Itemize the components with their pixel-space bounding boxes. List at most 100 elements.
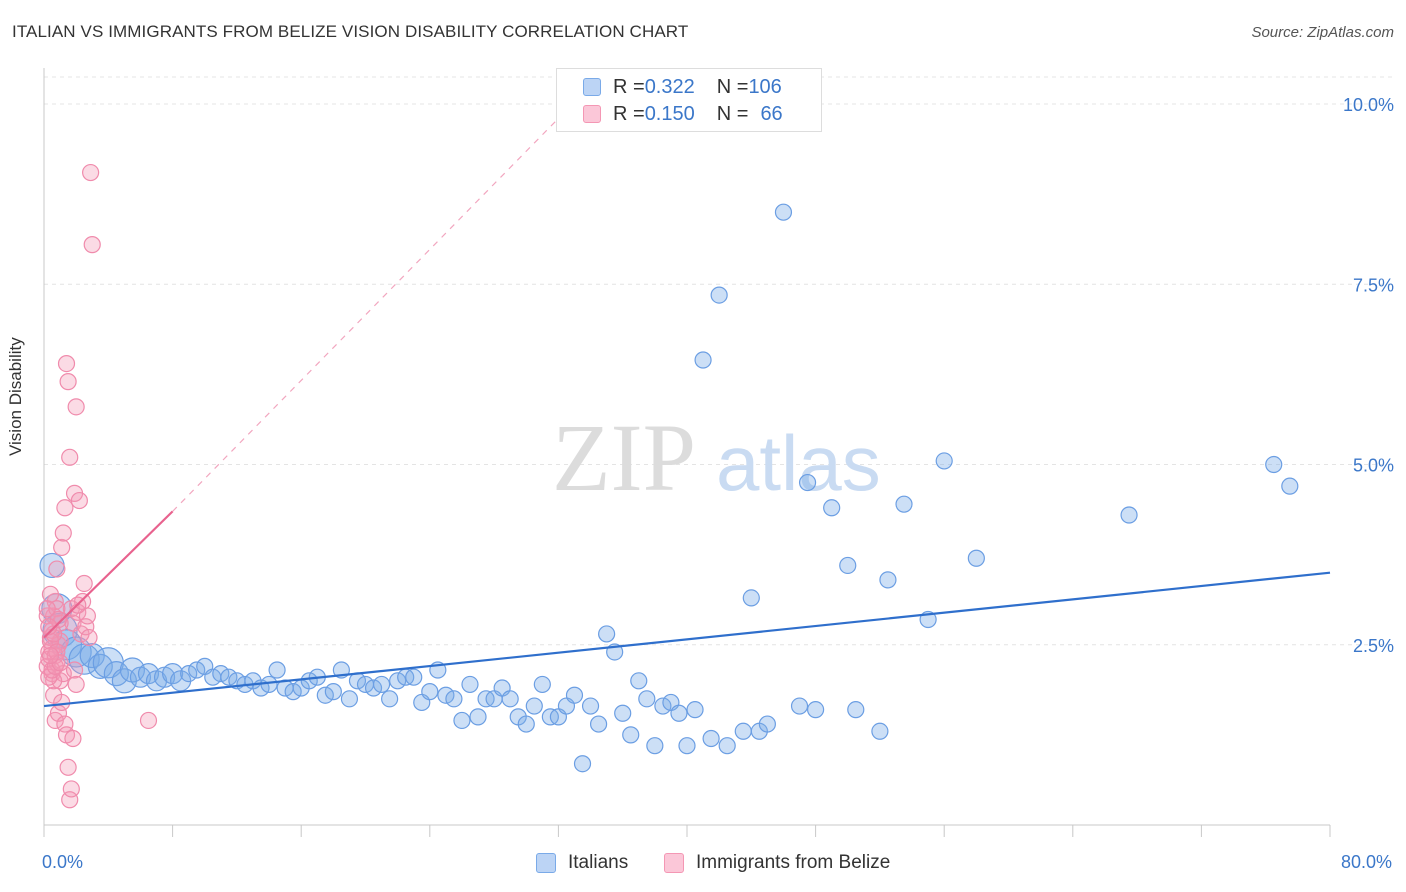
italians-point — [87, 653, 113, 679]
belize-point — [59, 373, 77, 391]
italians-point — [501, 690, 519, 708]
belize-point — [53, 693, 71, 712]
belize-point — [61, 448, 79, 466]
italians-point — [445, 690, 463, 708]
italians-point — [678, 737, 696, 755]
italians-point — [137, 662, 160, 685]
watermark: ZIP atlas — [552, 404, 881, 511]
italians-point — [533, 675, 551, 694]
watermark-zip: ZIP — [552, 404, 696, 511]
y-tick-label: 10.0% — [1343, 95, 1394, 115]
italians-point — [702, 729, 720, 748]
italians-point — [300, 672, 318, 690]
italians-point — [437, 686, 455, 704]
italians-point — [581, 697, 600, 715]
r-label: R = — [613, 75, 645, 98]
belize-point — [56, 499, 74, 517]
series-legend: Italians Immigrants from Belize — [0, 852, 1406, 876]
italians-point — [162, 662, 184, 685]
n-value: 66 — [760, 102, 783, 125]
y-tick-labels: 2.5% 5.0% 7.5% 10.0% — [1343, 95, 1394, 656]
legend-item-italians: Italians — [536, 852, 628, 874]
belize-point — [61, 791, 79, 809]
belize-point — [70, 491, 88, 510]
italians-point — [847, 701, 865, 719]
italians-point — [220, 668, 238, 686]
belize-point — [53, 538, 71, 557]
x-tick-min: 0.0% — [42, 852, 84, 872]
belize-point — [77, 618, 95, 636]
y-tick-label: 5.0% — [1353, 456, 1394, 476]
italians-point — [364, 679, 383, 697]
italians-point — [1281, 477, 1299, 495]
italians-point — [823, 499, 841, 517]
italians-point — [839, 556, 857, 575]
x-tick-max: 80.0% — [1340, 852, 1392, 872]
belize-point — [64, 729, 82, 748]
belize-point — [83, 236, 101, 254]
italians-point — [670, 704, 688, 722]
italians-point — [324, 683, 342, 701]
belize-points — [38, 163, 158, 809]
italians-point — [525, 697, 543, 715]
italians-point — [710, 286, 728, 304]
chart-title: ITALIAN VS IMMIGRANTS FROM BELIZE VISION… — [12, 22, 689, 41]
italians-point — [589, 715, 608, 733]
italians-point — [461, 675, 479, 694]
italians-point — [879, 571, 897, 589]
italians-point — [646, 737, 664, 755]
italians-point — [268, 661, 286, 679]
italians-point — [103, 660, 129, 687]
italians-point — [758, 715, 776, 733]
italians-point — [742, 589, 760, 607]
italians-point — [517, 715, 535, 733]
belize-trend-line — [43, 510, 174, 639]
italians-point — [453, 711, 471, 730]
italians-point — [381, 690, 399, 708]
italians-point — [790, 697, 809, 715]
italians-point — [895, 495, 913, 513]
italians-point — [630, 672, 648, 690]
r-label: R = — [613, 102, 645, 125]
italians-point — [798, 473, 817, 492]
italians-point — [598, 625, 616, 643]
belize-point — [59, 758, 77, 776]
legend-row-belize: R = 0.150 N = 66 — [583, 102, 783, 126]
watermark-atlas: atlas — [716, 419, 881, 507]
belize-point — [78, 607, 97, 625]
italians-point — [188, 661, 206, 679]
legend-item-belize: Immigrants from Belize — [664, 852, 890, 874]
italians-point — [405, 668, 423, 686]
belize-point — [54, 524, 72, 542]
y-tick-label: 2.5% — [1353, 636, 1394, 656]
belize-trend-extension — [172, 118, 559, 512]
trend-lines — [43, 118, 1331, 708]
n-label: N = — [716, 75, 749, 98]
italians-point — [686, 701, 704, 719]
belize-point — [139, 711, 158, 730]
belize-point — [75, 574, 93, 593]
belize-point — [38, 600, 56, 618]
italians-point — [260, 675, 278, 694]
italians-point — [614, 704, 632, 722]
italians-point — [180, 664, 198, 683]
italians-point — [212, 664, 230, 683]
italians-trend-line — [43, 571, 1331, 708]
belize-point — [48, 560, 66, 578]
y-tick-label: 7.5% — [1353, 275, 1394, 295]
belize-point — [82, 163, 100, 182]
italians-point — [316, 686, 334, 704]
belize-point — [41, 585, 60, 603]
italians-point — [573, 755, 592, 773]
italians-point — [340, 690, 359, 708]
italians-legend-label: Italians — [568, 852, 629, 873]
belize-point — [41, 646, 60, 665]
italians-point — [421, 683, 439, 701]
belize-point — [56, 715, 74, 733]
stats-legend: R = 0.322 N = 106 R = 0.150 N = 66 — [556, 68, 822, 132]
italians-swatch — [583, 78, 601, 96]
italians-point — [372, 675, 391, 694]
italians-point — [1265, 455, 1283, 474]
belize-point — [49, 610, 68, 629]
